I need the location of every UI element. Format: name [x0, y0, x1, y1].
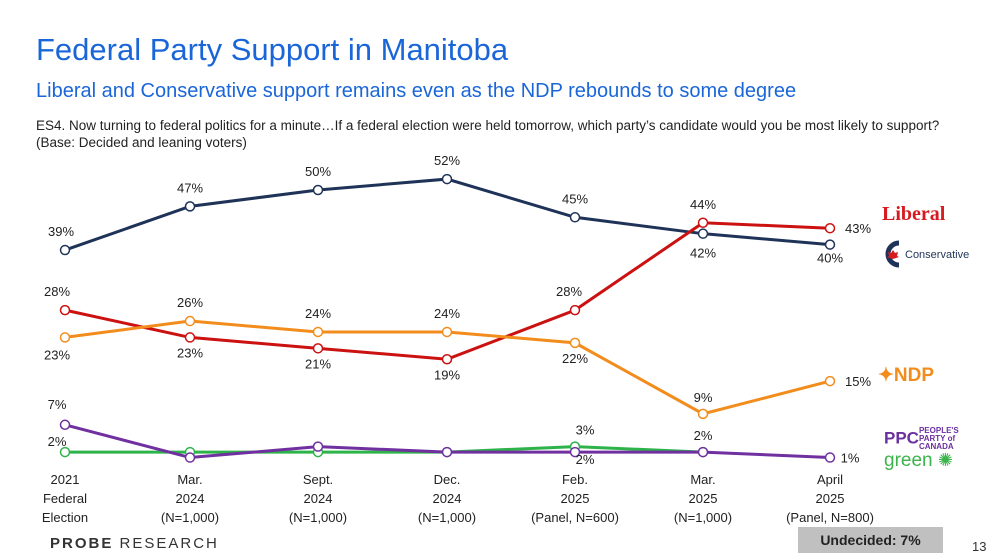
probe-research-logo: PROBE RESEARCH: [50, 535, 219, 552]
data-label: 2%: [694, 428, 713, 443]
ndp-logo: ✦NDP: [878, 365, 935, 386]
data-label: 43%: [845, 221, 871, 236]
data-point: [59, 332, 71, 343]
data-label: 2%: [48, 434, 67, 449]
data-label: 23%: [44, 347, 70, 362]
data-point: [569, 304, 581, 316]
data-point: [59, 419, 71, 431]
data-label: 9%: [694, 390, 713, 405]
data-point: [59, 304, 71, 316]
x-tick-label: 2021 Federal Election: [42, 472, 88, 525]
data-label: 7%: [48, 397, 67, 412]
x-tick-label: Dec. 2024 (N=1,000): [418, 472, 476, 525]
data-label: 21%: [305, 356, 331, 371]
page-number: 13: [972, 539, 987, 554]
data-label: 15%: [845, 374, 871, 389]
data-label: 44%: [690, 197, 716, 212]
page-subtitle: Liberal and Conservative support remains…: [36, 80, 797, 102]
x-tick-label: Feb. 2025 (Panel, N=600): [531, 472, 619, 525]
x-tick-label: Sept. 2024 (N=1,000): [289, 472, 347, 525]
undecided-box: Undecided: 7%: [798, 527, 943, 553]
data-point: [184, 332, 196, 343]
data-label: 28%: [44, 284, 70, 299]
data-point: [312, 184, 324, 196]
data-point: [184, 452, 196, 463]
data-label: 19%: [434, 367, 460, 382]
liberal-logo: Liberal: [882, 203, 946, 225]
data-label: 52%: [434, 153, 460, 168]
data-point: [824, 239, 836, 250]
data-point: [824, 452, 836, 463]
data-point: [697, 217, 709, 229]
data-point: [59, 446, 71, 458]
data-point: [184, 201, 196, 212]
series-ppc: 7% 2% 1%: [48, 397, 860, 467]
data-label: 23%: [177, 345, 203, 360]
data-point: [697, 228, 709, 239]
data-point: [569, 446, 581, 458]
data-label: 40%: [817, 251, 843, 266]
ppc-logo: PPCPEOPLE'S PARTY of CANADA: [884, 427, 979, 451]
data-point: [569, 212, 581, 223]
data-point: [312, 326, 324, 338]
data-point: [441, 354, 453, 365]
ppc-logo-text: PEOPLE'S PARTY of CANADA: [918, 426, 959, 451]
data-point: [441, 173, 453, 185]
conservative-logo: Conservative: [881, 240, 991, 273]
data-label: 47%: [177, 180, 203, 195]
x-tick-label: April 2025 (Panel, N=800): [786, 472, 874, 525]
data-point: [824, 375, 836, 387]
data-label: 24%: [434, 306, 460, 321]
data-label: 28%: [556, 284, 582, 299]
data-point: [59, 244, 71, 256]
data-label: 2%: [576, 452, 595, 467]
data-point: [441, 446, 453, 458]
data-point: [697, 446, 709, 458]
data-label: 45%: [562, 191, 588, 206]
series-line: [64, 221, 831, 361]
series-conservative: 39% 47% 50% 52% 45% 42% 40%: [48, 153, 843, 266]
green-logo-text: green: [884, 450, 933, 471]
x-tick-label: Mar. 2024 (N=1,000): [161, 472, 219, 525]
data-label: 24%: [305, 306, 331, 321]
data-label: 42%: [690, 246, 716, 261]
data-point: [441, 326, 453, 338]
x-tick-label: Mar. 2025 (N=1,000): [674, 472, 732, 525]
green-logo: green ✺: [884, 450, 953, 471]
data-point: [184, 315, 196, 327]
data-label: 39%: [48, 224, 74, 239]
series-liberal: 28% 23% 21% 19% 28% 44% 43%: [44, 197, 871, 383]
data-label: 3%: [576, 423, 595, 438]
survey-question: ES4. Now turning to federal politics for…: [36, 118, 940, 150]
data-label: 50%: [305, 164, 331, 179]
data-point: [312, 441, 324, 452]
data-point: [312, 343, 324, 354]
data-label: 26%: [177, 295, 203, 310]
ndp-logo-text: NDP: [893, 365, 935, 386]
data-point: [569, 337, 581, 349]
conservative-logo-text: Conservative: [905, 249, 969, 261]
data-point: [824, 222, 836, 234]
page-title: Federal Party Support in Manitoba: [36, 32, 509, 67]
data-point: [697, 408, 709, 420]
data-label: 1%: [841, 451, 860, 466]
data-label: 22%: [562, 351, 588, 366]
series-ndp: 23% 26% 24% 24% 22% 9% 15%: [44, 295, 871, 420]
